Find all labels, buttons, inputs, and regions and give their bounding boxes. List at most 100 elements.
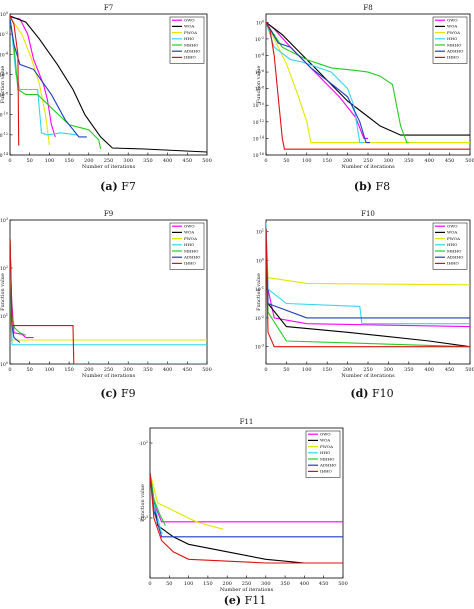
x-tick-label: 500 bbox=[202, 367, 212, 373]
caption-text: F7 bbox=[121, 180, 136, 193]
y-tick-label: 100 bbox=[0, 11, 8, 18]
y-tick-label: -103 bbox=[138, 515, 148, 522]
series-line-pwoa bbox=[150, 472, 224, 530]
y-tick-label: 100 bbox=[256, 257, 264, 264]
legend-entry: WOA bbox=[447, 230, 457, 235]
series-line-adhho bbox=[150, 472, 343, 538]
x-tick-label: 0 bbox=[264, 367, 267, 373]
legend-entry: MHHO bbox=[184, 42, 199, 47]
y-axis-label: Function value bbox=[256, 273, 262, 311]
chart-title: F10 bbox=[361, 210, 375, 218]
x-tick-label: 450 bbox=[445, 158, 455, 164]
caption-label: (b) bbox=[353, 180, 372, 193]
series-line-ihho bbox=[10, 15, 20, 146]
series-line-adhho bbox=[266, 22, 370, 144]
legend-box bbox=[432, 16, 468, 64]
legend-entry: PWOA bbox=[447, 30, 460, 35]
x-tick-label: 400 bbox=[163, 367, 173, 373]
y-tick-label: 10-4 bbox=[0, 51, 8, 58]
series-line-ihho bbox=[266, 22, 470, 150]
x-tick-label: 50 bbox=[27, 158, 33, 164]
x-tick-label: 250 bbox=[363, 367, 373, 373]
y-tick-label: 10-1 bbox=[255, 286, 264, 293]
legend-entry: MHHO bbox=[320, 456, 335, 461]
legend-entry: WOA bbox=[320, 438, 330, 443]
legend-entry: ADHHO bbox=[319, 463, 337, 468]
legend-entry: IHHO bbox=[447, 261, 460, 266]
x-tick-label: 100 bbox=[302, 367, 312, 373]
y-tick-label: 10-12 bbox=[253, 119, 264, 126]
x-tick-label: 300 bbox=[384, 367, 394, 373]
x-tick-label: 350 bbox=[280, 581, 290, 587]
caption-label: (a) bbox=[100, 180, 118, 193]
x-axis-label: Number of iterations bbox=[341, 373, 395, 379]
x-tick-label: 150 bbox=[322, 367, 332, 373]
legend-entry: IHHO bbox=[447, 55, 460, 60]
caption-f11: (e) F11 bbox=[205, 594, 285, 607]
x-tick-label: 450 bbox=[445, 367, 455, 373]
series-line-hho bbox=[266, 22, 364, 144]
y-axis-label: Function value bbox=[140, 484, 146, 522]
x-tick-label: 400 bbox=[424, 367, 434, 373]
legend-entry: HHO bbox=[447, 242, 458, 247]
y-tick-label: 10-10 bbox=[253, 102, 264, 109]
chart-F7: F7 0 50 100 150 200 250 300 350 400 450 500 Number o… bbox=[0, 4, 212, 170]
legend-entry: GWO bbox=[184, 224, 195, 229]
x-tick-label: 50 bbox=[283, 367, 289, 373]
x-tick-label: 500 bbox=[202, 158, 212, 164]
legend-entry: GWO bbox=[447, 18, 458, 23]
y-tick-label: 10-8 bbox=[0, 92, 8, 99]
x-tick-label: 100 bbox=[45, 158, 55, 164]
legend-entry: WOA bbox=[447, 24, 457, 29]
legend-box bbox=[169, 16, 205, 64]
x-tick-label: 200 bbox=[222, 581, 232, 587]
series-line-ihho bbox=[150, 472, 343, 564]
y-tick-label: 10-12 bbox=[0, 132, 8, 139]
legend-entry: ADHHO bbox=[183, 49, 201, 54]
series-line-woa bbox=[150, 472, 343, 564]
legend-entry: HHO bbox=[320, 450, 331, 455]
x-axis-label: Number of iterations bbox=[82, 164, 136, 170]
x-tick-label: 300 bbox=[123, 367, 133, 373]
x-tick-label: 300 bbox=[123, 158, 133, 164]
x-tick-label: 250 bbox=[104, 367, 114, 373]
series-line-mhho bbox=[10, 18, 102, 150]
x-tick-label: 350 bbox=[143, 158, 153, 164]
caption-text: F10 bbox=[371, 387, 394, 400]
series-line-pwoa bbox=[266, 22, 470, 144]
chart-F11: F11 0 50 100 150 200 250 300 350 400 450 500 Number … bbox=[138, 418, 347, 593]
legend-entry: HHO bbox=[447, 36, 458, 41]
x-tick-label: 450 bbox=[183, 367, 193, 373]
legend-box bbox=[432, 222, 468, 270]
legend-entry: IHHO bbox=[184, 55, 197, 60]
x-tick-label: 150 bbox=[203, 581, 213, 587]
legend-entry: IHHO bbox=[320, 469, 333, 474]
y-axis-label: Function value bbox=[0, 66, 6, 104]
legend-entry: PWOA bbox=[184, 30, 197, 35]
x-tick-label: 500 bbox=[465, 367, 474, 373]
y-tick-label: 101 bbox=[0, 313, 8, 320]
x-tick-label: 200 bbox=[343, 367, 353, 373]
legend-entry: MHHO bbox=[447, 248, 462, 253]
x-axis-label: Number of iterations bbox=[220, 587, 274, 593]
x-tick-label: 0 bbox=[148, 581, 151, 587]
series-line-gwo bbox=[150, 472, 343, 523]
x-tick-label: 150 bbox=[322, 158, 332, 164]
legend-entry: ADHHO bbox=[446, 49, 464, 54]
caption-f7: (a) F7 bbox=[78, 180, 158, 193]
caption-text: F11 bbox=[244, 594, 267, 607]
legend-entry: PWOA bbox=[447, 236, 460, 241]
x-tick-label: 450 bbox=[183, 158, 193, 164]
y-tick-label: 10-14 bbox=[253, 135, 264, 142]
legend-entry: ADHHO bbox=[183, 255, 201, 260]
legend-entry: WOA bbox=[184, 230, 194, 235]
x-tick-label: 200 bbox=[84, 367, 94, 373]
legend-entry: WOA bbox=[184, 24, 194, 29]
legend-entry: GWO bbox=[184, 18, 195, 23]
x-tick-label: 300 bbox=[261, 581, 271, 587]
x-tick-label: 350 bbox=[143, 367, 153, 373]
caption-f8: (b) F8 bbox=[332, 180, 412, 193]
